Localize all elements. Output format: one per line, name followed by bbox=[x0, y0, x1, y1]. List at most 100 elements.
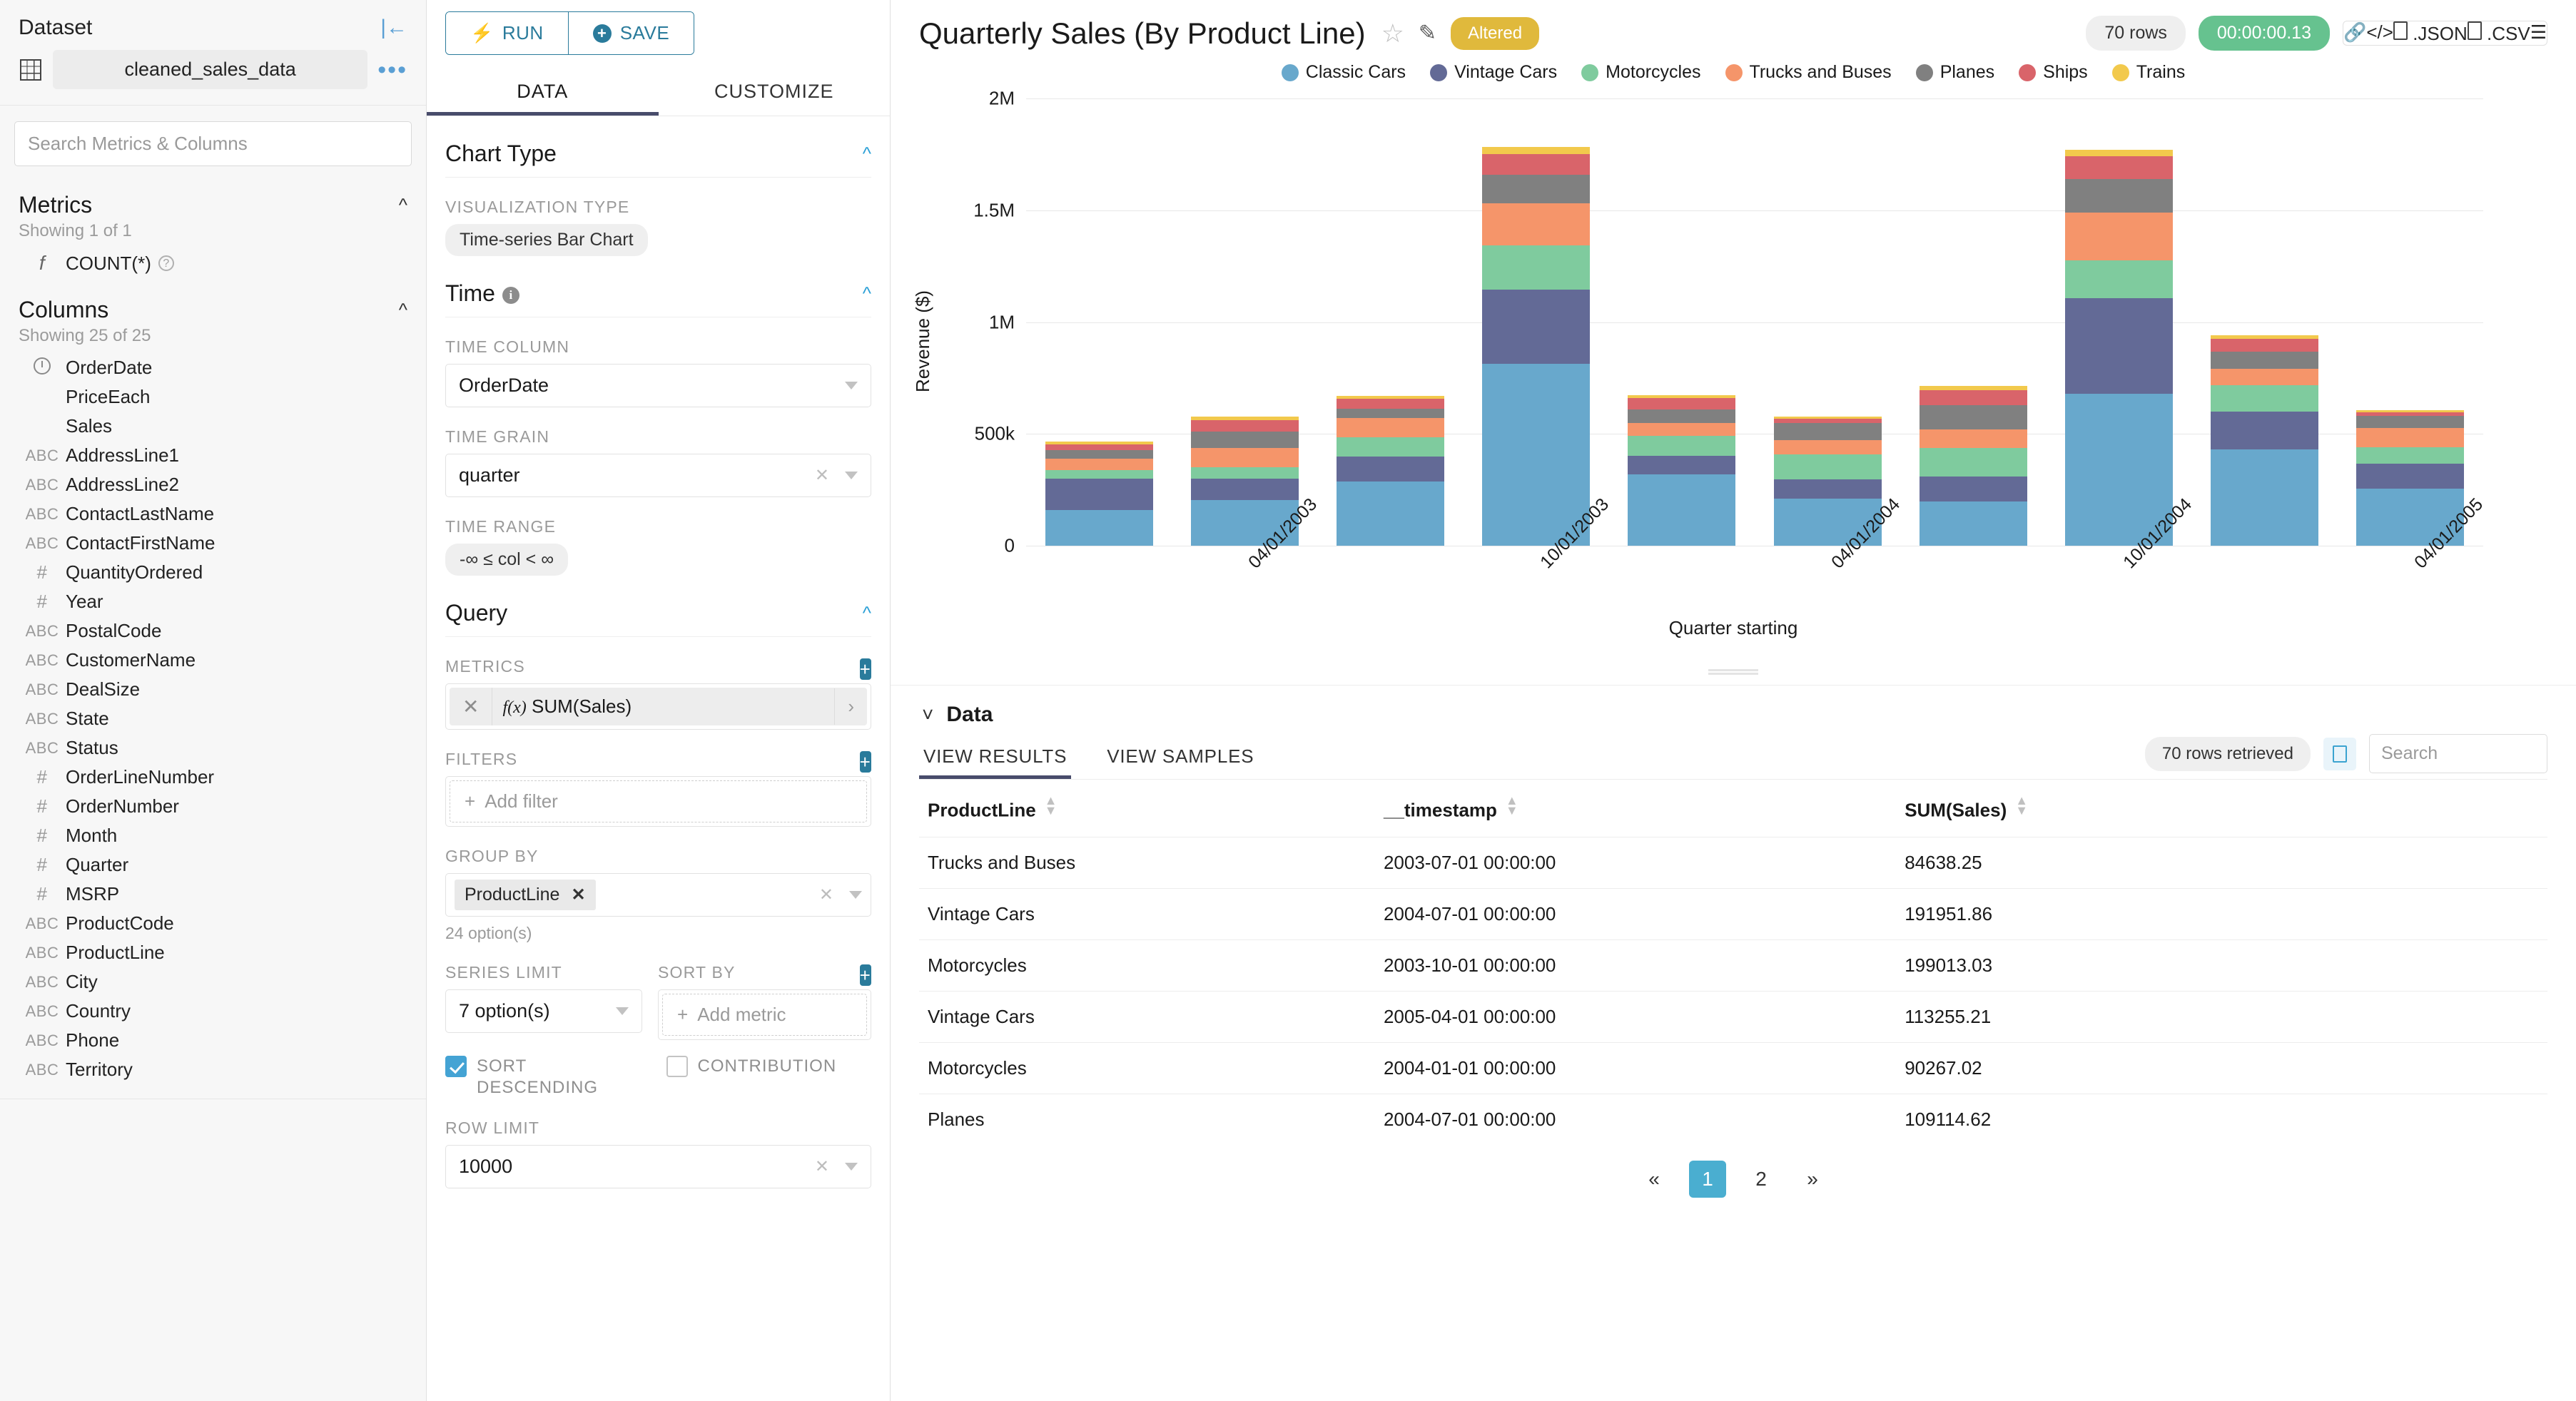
bar-segment-motorcycles[interactable] bbox=[1482, 245, 1591, 290]
add-filter-button[interactable]: + bbox=[859, 751, 871, 773]
checkbox-unchecked-icon[interactable] bbox=[666, 1056, 688, 1077]
add-metric-button[interactable]: + bbox=[859, 658, 871, 680]
group-by-select[interactable]: ProductLine ✕ ✕ bbox=[445, 873, 871, 917]
column-item-addressline2[interactable]: ABC AddressLine2 bbox=[0, 470, 426, 499]
column-item-year[interactable]: # Year bbox=[0, 587, 426, 616]
bar-segment-planes[interactable] bbox=[1919, 404, 2027, 429]
legend-item-classic-cars[interactable]: Classic Cars bbox=[1281, 62, 1406, 83]
bar-segment-motorcycles[interactable] bbox=[1773, 454, 1882, 479]
bar-segment-planes[interactable] bbox=[1773, 422, 1882, 441]
column-item-ordernumber[interactable]: # OrderNumber bbox=[0, 792, 426, 821]
bar-segment-trucks-and-buses[interactable] bbox=[1773, 440, 1882, 454]
stacked-bar[interactable] bbox=[2064, 149, 2174, 546]
bar-segment-trains[interactable] bbox=[2211, 335, 2319, 339]
data-search-input[interactable] bbox=[2369, 734, 2547, 773]
column-item-contactlastname[interactable]: ABC ContactLastName bbox=[0, 499, 426, 529]
remove-group-by-icon[interactable]: ✕ bbox=[571, 885, 586, 905]
bar-segment-ships[interactable] bbox=[1045, 444, 1153, 450]
clear-group-by-icon[interactable]: ✕ bbox=[818, 885, 833, 905]
column-item-sales[interactable]: Sales bbox=[0, 412, 426, 441]
bar-segment-planes[interactable] bbox=[1045, 449, 1153, 459]
legend-item-planes[interactable]: Planes bbox=[1915, 62, 1994, 83]
edit-metric-chevron-icon[interactable]: › bbox=[834, 688, 867, 725]
stacked-bar[interactable] bbox=[1773, 416, 1882, 546]
pagination-next-button[interactable]: » bbox=[1807, 1168, 1818, 1191]
column-item-phone[interactable]: ABC Phone bbox=[0, 1026, 426, 1055]
column-item-month[interactable]: # Month bbox=[0, 821, 426, 850]
column-item-orderdate[interactable]: OrderDate bbox=[0, 353, 426, 382]
stacked-bar[interactable] bbox=[1482, 147, 1591, 546]
copy-to-clipboard-icon[interactable] bbox=[2323, 737, 2356, 770]
visualization-type-value[interactable]: Time-series Bar Chart bbox=[445, 224, 648, 256]
help-circle-icon[interactable]: ? bbox=[158, 255, 174, 271]
column-item-postalcode[interactable]: ABC PostalCode bbox=[0, 616, 426, 646]
bar-segment-trucks-and-buses[interactable] bbox=[1919, 429, 2027, 449]
legend-item-motorcycles[interactable]: Motorcycles bbox=[1581, 62, 1701, 83]
pagination-page-1[interactable]: 1 bbox=[1689, 1161, 1726, 1198]
legend-item-trucks-and-buses[interactable]: Trucks and Buses bbox=[1725, 62, 1892, 83]
bar-segment-classic-cars[interactable] bbox=[1628, 474, 1736, 546]
bar-segment-ships[interactable] bbox=[2064, 156, 2174, 180]
tab-view-samples[interactable]: VIEW SAMPLES bbox=[1107, 745, 1254, 767]
bar-segment-trains[interactable] bbox=[1190, 416, 1299, 421]
chart-type-chevron-up-icon[interactable]: ^ bbox=[862, 143, 871, 164]
bar-segment-classic-cars[interactable] bbox=[1190, 499, 1299, 546]
remove-metric-icon[interactable]: ✕ bbox=[450, 688, 493, 725]
altered-badge[interactable]: Altered bbox=[1451, 16, 1540, 50]
run-button[interactable]: ⚡ RUN bbox=[446, 12, 568, 54]
metrics-chevron-up-icon[interactable]: ^ bbox=[398, 194, 407, 215]
stacked-bar[interactable] bbox=[1190, 416, 1299, 546]
bar-segment-vintage-cars[interactable] bbox=[1045, 478, 1153, 511]
bar-segment-motorcycles[interactable] bbox=[2064, 260, 2174, 298]
bar-segment-motorcycles[interactable] bbox=[1045, 470, 1153, 479]
bar-segment-classic-cars[interactable] bbox=[1919, 501, 2027, 546]
star-icon[interactable]: ☆ bbox=[1381, 18, 1404, 48]
checkbox-checked-icon[interactable] bbox=[445, 1056, 467, 1077]
legend-item-ships[interactable]: Ships bbox=[2019, 62, 2088, 83]
bar-segment-trucks-and-buses[interactable] bbox=[1628, 422, 1736, 437]
bar-segment-classic-cars[interactable] bbox=[2211, 449, 2319, 546]
time-chevron-up-icon[interactable]: ^ bbox=[862, 282, 871, 304]
bar-segment-vintage-cars[interactable] bbox=[1628, 456, 1736, 475]
bar-segment-vintage-cars[interactable] bbox=[1919, 476, 2027, 501]
bar-segment-vintage-cars[interactable] bbox=[2356, 463, 2465, 489]
bar-segment-trucks-and-buses[interactable] bbox=[1045, 458, 1153, 471]
bar-segment-planes[interactable] bbox=[1190, 432, 1299, 449]
stacked-bar[interactable] bbox=[1628, 395, 1736, 546]
bar-segment-trains[interactable] bbox=[1919, 385, 2027, 391]
bar-segment-trains[interactable] bbox=[2356, 410, 2465, 412]
bar-segment-motorcycles[interactable] bbox=[2211, 384, 2319, 412]
bar-segment-trains[interactable] bbox=[1482, 147, 1591, 155]
table-row[interactable]: Motorcycles 2004-01-01 00:00:00 90267.02 bbox=[919, 1042, 2547, 1094]
clear-time-grain-icon[interactable]: ✕ bbox=[814, 466, 829, 485]
table-row[interactable]: Trucks and Buses 2003-07-01 00:00:00 84638… bbox=[919, 837, 2547, 889]
bar-segment-classic-cars[interactable] bbox=[1773, 498, 1882, 546]
column-item-priceeach[interactable]: PriceEach bbox=[0, 382, 426, 412]
column-item-contactfirstname[interactable]: ABC ContactFirstName bbox=[0, 529, 426, 558]
bar-segment-ships[interactable] bbox=[1628, 398, 1736, 409]
collapse-left-icon[interactable]: |← bbox=[380, 16, 407, 39]
column-item-status[interactable]: ABC Status bbox=[0, 733, 426, 763]
dataset-name[interactable]: cleaned_sales_data bbox=[53, 50, 368, 89]
bar-segment-motorcycles[interactable] bbox=[1919, 448, 2027, 477]
bar-segment-planes[interactable] bbox=[2211, 351, 2319, 370]
bar-segment-trucks-and-buses[interactable] bbox=[2356, 427, 2465, 448]
hamburger-menu-icon[interactable]: ☰ bbox=[2530, 21, 2547, 43]
column-item-country[interactable]: ABC Country bbox=[0, 997, 426, 1026]
bar-segment-motorcycles[interactable] bbox=[1628, 436, 1736, 457]
sort-descending-checkbox[interactable]: SORT DESCENDING bbox=[445, 1056, 651, 1099]
sort-toggle-icon[interactable]: ▲ ▼ bbox=[1044, 793, 1058, 818]
bar-segment-planes[interactable] bbox=[2064, 179, 2174, 213]
column-header-sumsales[interactable]: SUM(Sales) ▲ ▼ bbox=[1896, 780, 2547, 837]
bar-segment-ships[interactable] bbox=[1190, 420, 1299, 432]
bar-segment-motorcycles[interactable] bbox=[1190, 467, 1299, 479]
save-button[interactable]: + SAVE bbox=[567, 12, 694, 54]
chevron-down-icon[interactable]: ˅ bbox=[922, 703, 934, 725]
column-item-productcode[interactable]: ABC ProductCode bbox=[0, 909, 426, 938]
series-limit-select[interactable]: 7 option(s) bbox=[445, 989, 642, 1033]
table-row[interactable]: Motorcycles 2003-10-01 00:00:00 199013.03 bbox=[919, 939, 2547, 992]
table-row[interactable]: Vintage Cars 2004-07-01 00:00:00 191951.86 bbox=[919, 888, 2547, 940]
bar-segment-trains[interactable] bbox=[2064, 149, 2174, 157]
edit-properties-icon[interactable]: ✎ bbox=[1418, 21, 1437, 45]
table-row[interactable]: Vintage Cars 2005-04-01 00:00:00 113255.21 bbox=[919, 991, 2547, 1043]
